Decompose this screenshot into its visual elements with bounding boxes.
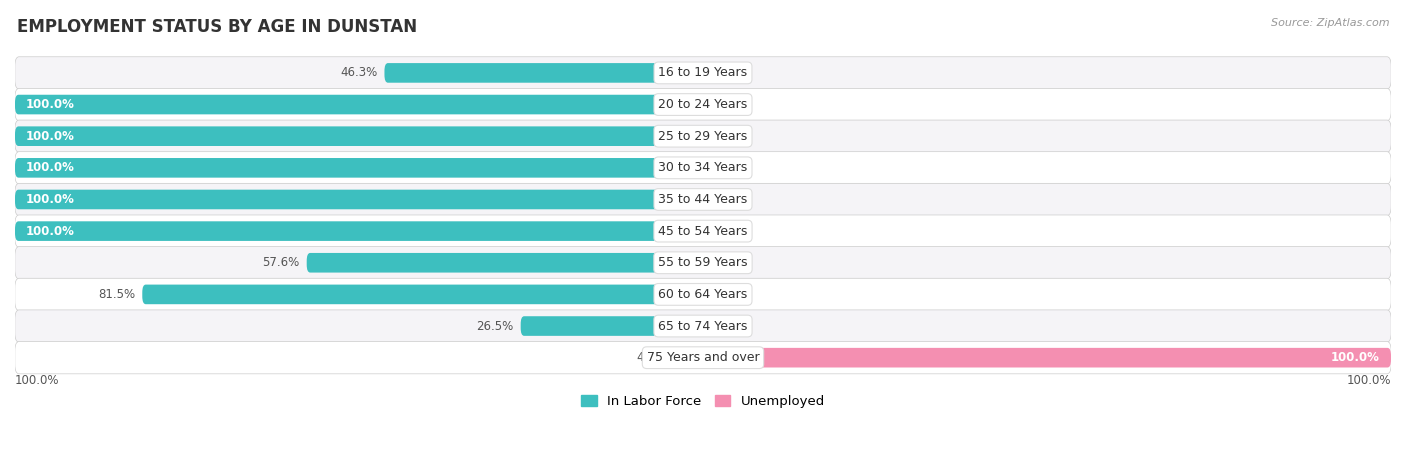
Text: 25 to 29 Years: 25 to 29 Years xyxy=(658,130,748,143)
Text: 60 to 64 Years: 60 to 64 Years xyxy=(658,288,748,301)
Text: 100.0%: 100.0% xyxy=(25,130,75,143)
Text: 16 to 19 Years: 16 to 19 Years xyxy=(658,67,748,79)
FancyBboxPatch shape xyxy=(15,88,1391,121)
Text: 0.0%: 0.0% xyxy=(710,130,740,143)
Text: 100.0%: 100.0% xyxy=(15,374,59,387)
Text: 20 to 24 Years: 20 to 24 Years xyxy=(658,98,748,111)
FancyBboxPatch shape xyxy=(307,253,703,273)
Text: 0.0%: 0.0% xyxy=(710,320,740,333)
FancyBboxPatch shape xyxy=(15,342,1391,374)
FancyBboxPatch shape xyxy=(703,348,1391,368)
Text: 100.0%: 100.0% xyxy=(25,225,75,238)
FancyBboxPatch shape xyxy=(15,57,1391,89)
Text: 100.0%: 100.0% xyxy=(1331,351,1381,364)
FancyBboxPatch shape xyxy=(15,189,703,209)
FancyBboxPatch shape xyxy=(520,316,703,336)
FancyBboxPatch shape xyxy=(15,215,1391,247)
Text: Source: ZipAtlas.com: Source: ZipAtlas.com xyxy=(1271,18,1389,28)
FancyBboxPatch shape xyxy=(15,247,1391,279)
FancyBboxPatch shape xyxy=(142,284,703,304)
FancyBboxPatch shape xyxy=(15,278,1391,310)
Text: 0.0%: 0.0% xyxy=(710,225,740,238)
Text: 35 to 44 Years: 35 to 44 Years xyxy=(658,193,748,206)
FancyBboxPatch shape xyxy=(15,95,703,114)
Text: 57.6%: 57.6% xyxy=(263,256,299,269)
Text: 0.0%: 0.0% xyxy=(710,288,740,301)
Text: EMPLOYMENT STATUS BY AGE IN DUNSTAN: EMPLOYMENT STATUS BY AGE IN DUNSTAN xyxy=(17,18,418,36)
Text: 4.3%: 4.3% xyxy=(637,351,666,364)
FancyBboxPatch shape xyxy=(15,120,1391,153)
FancyBboxPatch shape xyxy=(15,221,703,241)
Text: 55 to 59 Years: 55 to 59 Years xyxy=(658,256,748,269)
FancyBboxPatch shape xyxy=(15,126,703,146)
Text: 0.0%: 0.0% xyxy=(710,162,740,174)
Text: 100.0%: 100.0% xyxy=(25,162,75,174)
Text: 0.0%: 0.0% xyxy=(710,256,740,269)
Text: 100.0%: 100.0% xyxy=(25,193,75,206)
FancyBboxPatch shape xyxy=(15,158,703,178)
FancyBboxPatch shape xyxy=(15,310,1391,342)
Text: 100.0%: 100.0% xyxy=(25,98,75,111)
Text: 46.3%: 46.3% xyxy=(340,67,378,79)
FancyBboxPatch shape xyxy=(15,183,1391,216)
FancyBboxPatch shape xyxy=(15,152,1391,184)
Text: 100.0%: 100.0% xyxy=(1347,374,1391,387)
Text: 81.5%: 81.5% xyxy=(98,288,135,301)
FancyBboxPatch shape xyxy=(384,63,703,83)
Text: 0.0%: 0.0% xyxy=(710,98,740,111)
Text: 26.5%: 26.5% xyxy=(477,320,513,333)
Text: 65 to 74 Years: 65 to 74 Years xyxy=(658,320,748,333)
Legend: In Labor Force, Unemployed: In Labor Force, Unemployed xyxy=(575,390,831,413)
Text: 0.0%: 0.0% xyxy=(710,67,740,79)
Text: 30 to 34 Years: 30 to 34 Years xyxy=(658,162,748,174)
FancyBboxPatch shape xyxy=(673,348,703,368)
Text: 0.0%: 0.0% xyxy=(710,193,740,206)
Text: 45 to 54 Years: 45 to 54 Years xyxy=(658,225,748,238)
Text: 75 Years and over: 75 Years and over xyxy=(647,351,759,364)
